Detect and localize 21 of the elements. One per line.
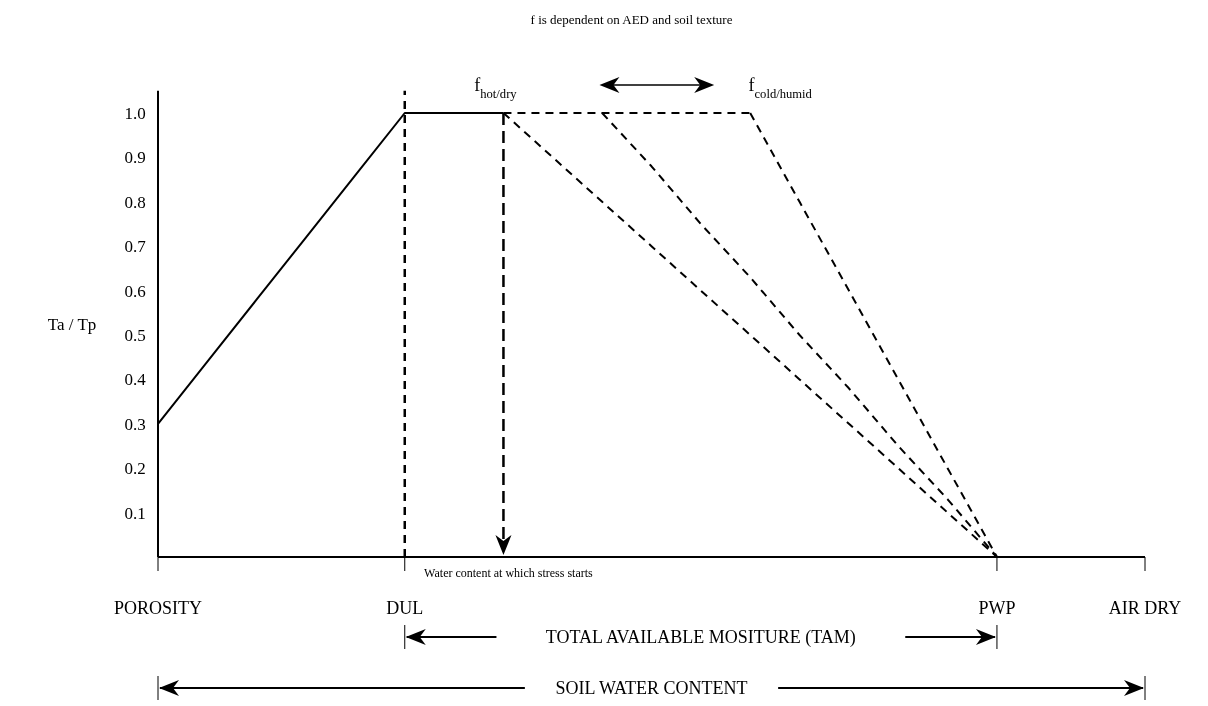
x-tick-label: AIR DRY <box>1108 598 1182 618</box>
y-tick-label: 0.9 <box>124 148 146 168</box>
y-tick-label: 0.5 <box>124 326 146 345</box>
y-tick-label: 0.3 <box>124 414 146 434</box>
y-tick-label: 1.0 <box>124 104 146 123</box>
y-axis-title: Ta / Tp <box>47 314 97 334</box>
text: TOTAL AVAILABLE MOSITURE (TAM) <box>545 627 856 649</box>
x-tick-label: POROSITY <box>113 598 203 618</box>
y-tick-label: 0.7 <box>124 237 147 257</box>
y-tick-label: 0.2 <box>124 459 146 479</box>
y-tick-label: 0.6 <box>124 281 146 301</box>
x-tick-label: DUL <box>386 598 424 618</box>
y-tick-label: 0.4 <box>124 370 147 390</box>
annotation: f$_{cold/humid}$ <box>748 75 813 101</box>
text: f is dependent on AED and soil texture <box>530 12 733 27</box>
text: SOIL WATER CONTENT <box>555 678 748 699</box>
y-tick-label: 0.1 <box>124 503 146 523</box>
x-tick-label: PWP <box>978 598 1016 618</box>
y-tick-label: 0.8 <box>124 192 146 212</box>
text: Water content at which stress starts <box>424 566 594 580</box>
annotation: f$_{hot/dry}$ <box>474 75 518 101</box>
